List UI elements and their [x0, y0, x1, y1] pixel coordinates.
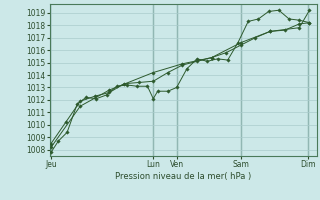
- X-axis label: Pression niveau de la mer( hPa ): Pression niveau de la mer( hPa ): [115, 172, 251, 181]
